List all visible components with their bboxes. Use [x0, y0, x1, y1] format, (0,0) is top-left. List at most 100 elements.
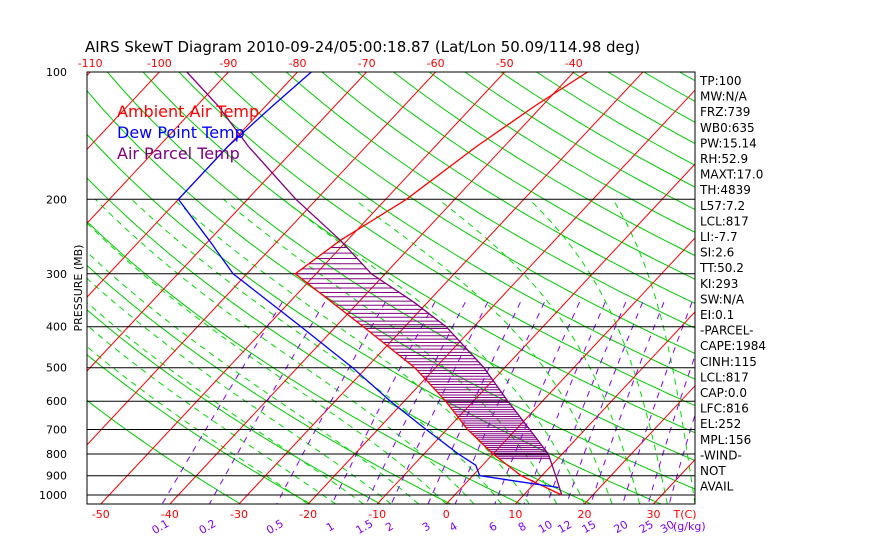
dry-adiabat	[87, 309, 381, 504]
mixing-ratio-label: 1	[324, 520, 337, 535]
pressure-tick-label: 200	[46, 193, 67, 206]
bottom-temp-unit: T(C)	[673, 508, 697, 521]
top-temp-tick-label: -80	[289, 57, 307, 70]
isotherm	[87, 72, 367, 372]
dry-adiabat	[87, 133, 662, 504]
isotherm	[87, 72, 436, 446]
stat-line: FRZ:739	[700, 105, 750, 119]
moist-adiabat	[87, 346, 309, 504]
stat-line: EI:0.1	[700, 308, 734, 322]
moist-adiabat	[131, 198, 502, 504]
dry-adiabat	[87, 220, 522, 504]
bottom-temp-tick-label: 30	[647, 508, 661, 521]
moist-adiabat	[282, 198, 585, 504]
bottom-temp-tick-label: 10	[508, 508, 522, 521]
top-temp-tick-label: -90	[219, 57, 237, 70]
series-layer	[177, 72, 588, 496]
dry-adiabat	[250, 72, 695, 354]
top-temp-tick-label: -110	[78, 57, 103, 70]
stat-line: CAPE:1984	[700, 339, 766, 353]
stat-line: LFC:816	[700, 402, 749, 416]
mixing-ratio-label: 15	[580, 518, 599, 536]
dry-adiabat	[178, 72, 695, 407]
moist-adiabat	[95, 198, 475, 504]
pressure-tick-label: 700	[46, 424, 67, 437]
pressure-tick-label: 800	[46, 448, 67, 461]
mixing-ratio-line	[566, 302, 644, 504]
dry-adiabat	[357, 72, 695, 280]
top-temp-tick-label: -100	[147, 57, 172, 70]
bottom-temp-tick-label: 20	[578, 508, 592, 521]
dry-adiabat	[321, 72, 695, 305]
mixing-ratio-line	[494, 301, 580, 504]
series-line-air-parcel-temp	[186, 72, 563, 496]
mixing-ratio-label: 20	[612, 518, 631, 536]
stat-line: RH:52.9	[700, 152, 748, 166]
pressure-tick-label: 100	[46, 66, 67, 79]
bottom-temp-tick-label: -40	[161, 508, 179, 521]
moist-adiabat	[87, 301, 364, 504]
bottom-temp-tick-label: -10	[368, 508, 386, 521]
pressure-tick-label: 900	[46, 470, 67, 483]
bottom-temp-tick-label: -50	[92, 508, 110, 521]
stat-line: EL:252	[700, 417, 741, 431]
grid-layer	[87, 72, 870, 504]
dry-adiabat	[87, 264, 451, 504]
moist-adiabat	[173, 198, 530, 504]
legend-entry: Air Parcel Temp	[117, 144, 240, 163]
moist-adiabat	[87, 324, 337, 504]
stat-line: CAP:0.0	[700, 386, 747, 400]
dry-adiabat	[87, 399, 241, 504]
plot-frame	[86, 71, 696, 505]
isotherm	[653, 458, 695, 504]
isotherm	[238, 72, 644, 504]
mixing-ratio-line	[590, 302, 665, 504]
top-temp-tick-label: -70	[358, 57, 376, 70]
mixing-ratio-label: 25	[637, 518, 656, 536]
stat-line: -PARCEL-	[700, 324, 754, 338]
mixing-ratio-label: 0.5	[264, 517, 286, 537]
pressure-tick-label: 400	[46, 321, 67, 334]
dry-adiabat	[751, 72, 870, 504]
dry-adiabat	[858, 72, 870, 504]
moist-adiabat	[437, 198, 641, 504]
stat-line: MAXT:17.0	[700, 168, 763, 182]
stat-line: WB0:635	[700, 121, 755, 135]
bottom-temp-tick-label: -20	[299, 508, 317, 521]
top-temp-tick-label: -60	[427, 57, 445, 70]
moist-adiabat	[87, 277, 392, 504]
dry-adiabat	[87, 354, 311, 504]
moist-adiabat	[528, 198, 668, 504]
moist-adiabat	[612, 199, 695, 504]
pressure-tick-label: 1000	[39, 489, 67, 502]
mixing-ratio-label: 2	[383, 520, 396, 535]
cape-hatch	[295, 247, 550, 460]
stat-line: AVAIL	[700, 480, 734, 494]
stat-line: CINH:115	[700, 355, 757, 369]
mixing-ratio-unit: (g/kg)	[673, 520, 706, 533]
isotherm	[307, 89, 695, 504]
legend-entry: Dew Point Temp	[117, 123, 245, 142]
stat-line: TH:4839	[699, 183, 751, 197]
mixing-ratio-label: 10	[536, 518, 555, 536]
y-axis-label: PRESSURE (MB)	[72, 245, 85, 332]
dry-adiabat	[823, 72, 870, 504]
moist-adiabat	[87, 251, 419, 504]
stat-line: L57:7.2	[700, 199, 745, 213]
moist-adiabat	[353, 198, 613, 504]
mixing-ratio-label: 0.2	[197, 517, 219, 537]
stat-line: TT:50.2	[699, 261, 744, 275]
dry-adiabat	[142, 72, 695, 434]
mixing-ratio-label: 12	[556, 518, 575, 536]
bottom-temp-tick-label: -30	[230, 508, 248, 521]
stat-line: LCL:817	[700, 370, 749, 384]
stat-line: MPL:156	[700, 433, 751, 447]
mixing-ratio-label: 4	[447, 520, 460, 535]
top-temp-tick-label: -50	[496, 57, 514, 70]
isotherm	[87, 72, 160, 151]
pressure-tick-label: 300	[46, 268, 67, 281]
pressure-tick-label: 600	[46, 395, 67, 408]
legend-entry: Ambient Air Temp	[117, 102, 259, 121]
